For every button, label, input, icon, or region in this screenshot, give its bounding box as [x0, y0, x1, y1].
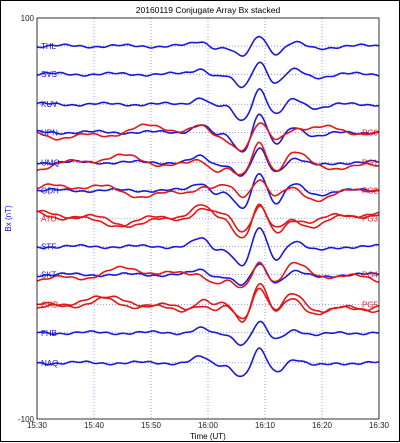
- series-label-umq: UMQ: [41, 158, 60, 167]
- series-line-pg2: [36, 179, 379, 203]
- x-tick-label: 15:50: [141, 421, 162, 430]
- series-line-gdh: [36, 172, 380, 210]
- x-tick-label: 15:30: [27, 421, 48, 430]
- x-tick-label: 16:30: [369, 421, 390, 430]
- series-line-kuv: [36, 88, 380, 122]
- x-axis-title: Time (UT): [190, 432, 226, 441]
- series-line-atu: [36, 205, 380, 233]
- x-tick-label: 15:40: [84, 421, 105, 430]
- series-label-pg2: PG2: [362, 186, 379, 195]
- series-line-pg5: [36, 282, 380, 323]
- series-line-ghb: [36, 287, 380, 320]
- series-label-pg4: PG4: [362, 271, 379, 280]
- x-tick-label: 16:10: [255, 421, 276, 430]
- series-line-pg1: [36, 141, 380, 176]
- series-line-upn: [36, 113, 380, 153]
- series-label-stf: STF: [41, 243, 56, 252]
- series-line-thl: [36, 35, 380, 57]
- series-line-pg4: [36, 261, 380, 289]
- chart-title: 20160119 Conjugate Array Bx stacked: [136, 5, 281, 15]
- x-tick-label: 16:00: [198, 421, 219, 430]
- series-line-fhb: [37, 320, 379, 347]
- labels: 15:30 15:40 15:50 16:00 16:10 16:20 16:30 100 -1…: [18, 14, 390, 430]
- series-label-pg3: PG3: [362, 215, 379, 224]
- series-line-stf: [36, 227, 380, 267]
- series-label-fhb: FHB: [41, 329, 57, 338]
- plot-border: [36, 17, 380, 420]
- series-label-thl: THL: [41, 42, 57, 51]
- series-line-pg0: [36, 122, 380, 152]
- series-label-atu: ATU: [41, 215, 57, 224]
- y-tick-label: -100: [18, 415, 35, 424]
- series-label-pg0: PG0: [362, 128, 379, 137]
- series-label-gdh: GDH: [41, 186, 59, 195]
- y-axis-title: Bx (nT): [4, 205, 13, 232]
- series-label-pg1: PG1: [362, 158, 379, 167]
- y-tick-label: 100: [21, 14, 35, 23]
- series-label-svs: SVS: [41, 70, 57, 79]
- series-label-skt: SKT: [41, 271, 57, 280]
- traces: [36, 35, 380, 378]
- series-label-ghb: GHB: [41, 301, 58, 310]
- series-label-naq: NAQ: [41, 359, 58, 368]
- series-line-svs: [36, 61, 380, 89]
- series-label-upn: UPN: [41, 128, 58, 137]
- series-line-naq: [36, 347, 380, 378]
- series-label-pg5: PG5: [362, 301, 379, 310]
- series-line-pg3: [36, 203, 380, 239]
- x-tick-label: 16:20: [312, 421, 333, 430]
- series-label-kuv: KUV: [41, 100, 58, 109]
